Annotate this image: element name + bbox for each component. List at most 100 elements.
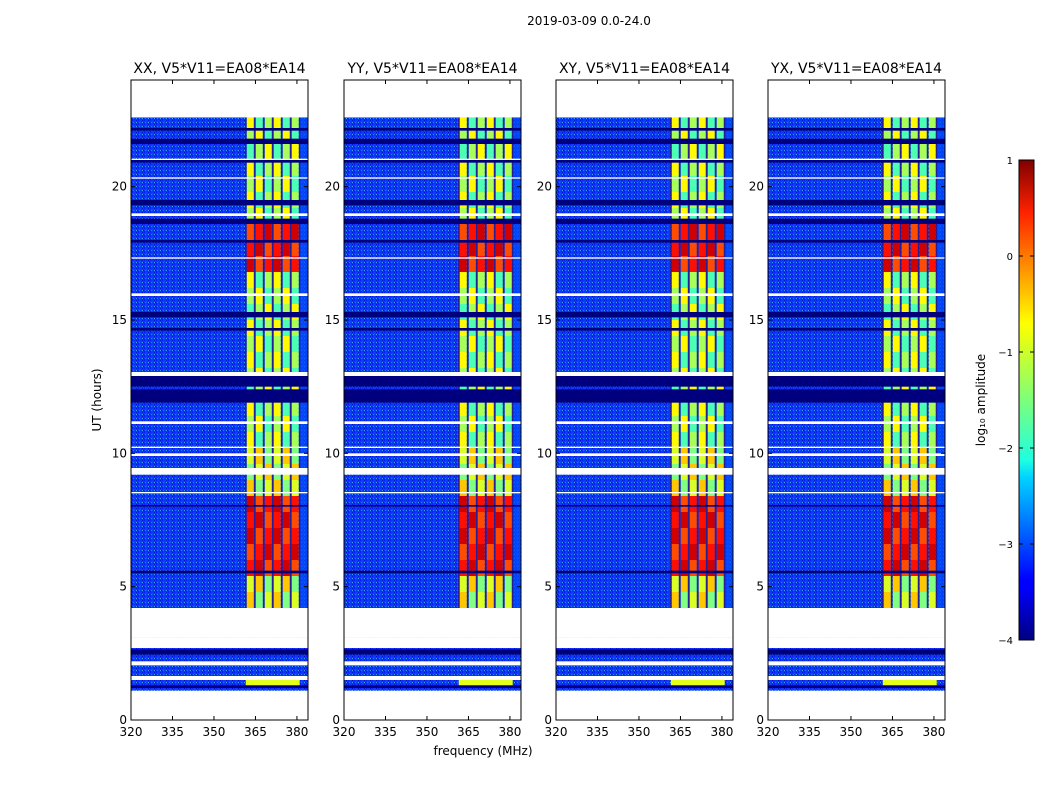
band-cell xyxy=(689,480,697,496)
band-cell xyxy=(689,128,697,144)
band-cell xyxy=(892,224,900,240)
band-cell xyxy=(477,112,485,128)
band-cell xyxy=(282,144,290,160)
gap-row xyxy=(344,661,521,666)
gap-row xyxy=(556,608,733,638)
band-cell xyxy=(919,528,927,544)
band-cell xyxy=(273,256,281,272)
band-cell xyxy=(468,272,476,288)
gap-row xyxy=(131,690,308,696)
gap-row xyxy=(344,80,521,118)
band-cell xyxy=(246,592,254,608)
band-cell xyxy=(255,272,263,288)
band-cell xyxy=(291,432,299,448)
band-cell xyxy=(883,272,891,288)
flagged-row xyxy=(556,570,733,574)
band-cell xyxy=(486,400,494,416)
band-cell xyxy=(504,592,512,608)
band-cell xyxy=(468,544,476,560)
band-cell xyxy=(459,592,467,608)
band-cell xyxy=(707,560,715,576)
band-cell xyxy=(883,336,891,352)
band-cell xyxy=(477,272,485,288)
band-cell xyxy=(716,224,724,240)
band-cell xyxy=(928,480,936,496)
band-cell xyxy=(468,560,476,576)
band-cell xyxy=(698,352,706,368)
band-cell xyxy=(504,144,512,160)
band-cell xyxy=(495,144,503,160)
band-cell xyxy=(883,352,891,368)
band-cell xyxy=(477,592,485,608)
band-cell xyxy=(504,160,512,176)
flagged-row xyxy=(556,128,733,131)
band-cell xyxy=(689,336,697,352)
band-cell xyxy=(910,528,918,544)
waterfall-image xyxy=(556,80,733,696)
x-tick-label: 320 xyxy=(333,725,356,739)
band-cell xyxy=(282,480,290,496)
flagged-row xyxy=(556,312,733,318)
band-cell xyxy=(246,336,254,352)
band-cell xyxy=(919,224,927,240)
gap-row xyxy=(768,637,945,648)
band-cell xyxy=(892,512,900,528)
band-cell xyxy=(246,240,254,256)
band-cell xyxy=(264,352,272,368)
band-cell xyxy=(468,512,476,528)
band-cell xyxy=(883,496,891,512)
gap-row xyxy=(768,293,945,296)
panel-title: YY, V5*V11=EA08*EA14 xyxy=(346,61,517,77)
band-cell xyxy=(689,224,697,240)
weak-band xyxy=(512,117,521,608)
band-cell xyxy=(680,560,688,576)
band-cell xyxy=(486,224,494,240)
band-cell xyxy=(246,144,254,160)
y-tick-label: 5 xyxy=(756,580,764,594)
band-cell xyxy=(273,176,281,192)
band-cell xyxy=(883,544,891,560)
band-cell xyxy=(901,144,909,160)
band-cell xyxy=(291,528,299,544)
band-cell xyxy=(282,176,290,192)
band-cell xyxy=(255,544,263,560)
x-tick-label: 365 xyxy=(244,725,267,739)
flagged-row xyxy=(556,240,733,243)
band-cell xyxy=(468,224,476,240)
gap-row xyxy=(556,80,733,118)
band-cell xyxy=(892,240,900,256)
band-cell xyxy=(928,256,936,272)
flagged-row xyxy=(768,376,945,387)
band-cell xyxy=(910,240,918,256)
band-cell xyxy=(892,560,900,576)
band-cell xyxy=(458,677,513,686)
band-cell xyxy=(716,112,724,128)
x-tick-label: 365 xyxy=(669,725,692,739)
band-cell xyxy=(928,432,936,448)
band-cell xyxy=(486,560,494,576)
x-tick-label: 320 xyxy=(757,725,780,739)
gap-row xyxy=(768,676,945,680)
band-cell xyxy=(671,432,679,448)
y-tick-label: 20 xyxy=(325,180,340,194)
band-cell xyxy=(910,176,918,192)
y-tick-label: 10 xyxy=(325,446,340,460)
band-cell xyxy=(680,176,688,192)
band-cell xyxy=(291,400,299,416)
band-cell xyxy=(671,224,679,240)
band-cell xyxy=(468,160,476,176)
band-cell xyxy=(504,256,512,272)
x-tick-label: 365 xyxy=(457,725,480,739)
gap-row xyxy=(768,661,945,666)
gap-row xyxy=(344,690,521,696)
band-cell xyxy=(282,544,290,560)
y-tick-label: 0 xyxy=(544,713,552,727)
band-cell xyxy=(689,272,697,288)
band-cell xyxy=(282,528,290,544)
gap-row xyxy=(556,257,733,259)
band-cell xyxy=(707,160,715,176)
band-cell xyxy=(282,256,290,272)
band-cell xyxy=(716,160,724,176)
band-cell xyxy=(246,256,254,272)
band-cell xyxy=(928,528,936,544)
